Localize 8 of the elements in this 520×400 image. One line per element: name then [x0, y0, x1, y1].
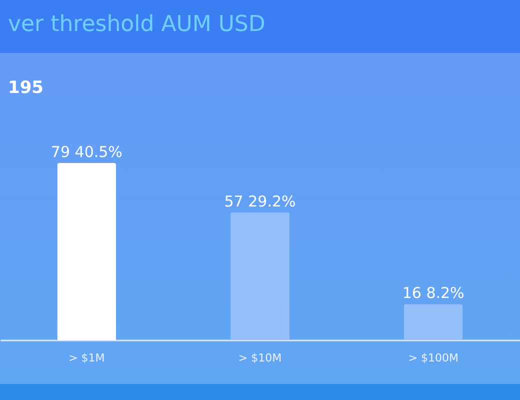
x-tick-label: > $1M	[68, 352, 105, 364]
x-tick-label: > $10M	[238, 352, 282, 364]
data-label: 57 29.2%	[224, 192, 296, 210]
text: 195	[8, 78, 44, 98]
data-label: 16 8.2%	[402, 284, 464, 302]
x-tick-label: > $100M	[408, 352, 458, 364]
chart-title: ver threshold AUM USD	[8, 12, 266, 37]
data-label: 79 40.5%	[50, 143, 122, 161]
